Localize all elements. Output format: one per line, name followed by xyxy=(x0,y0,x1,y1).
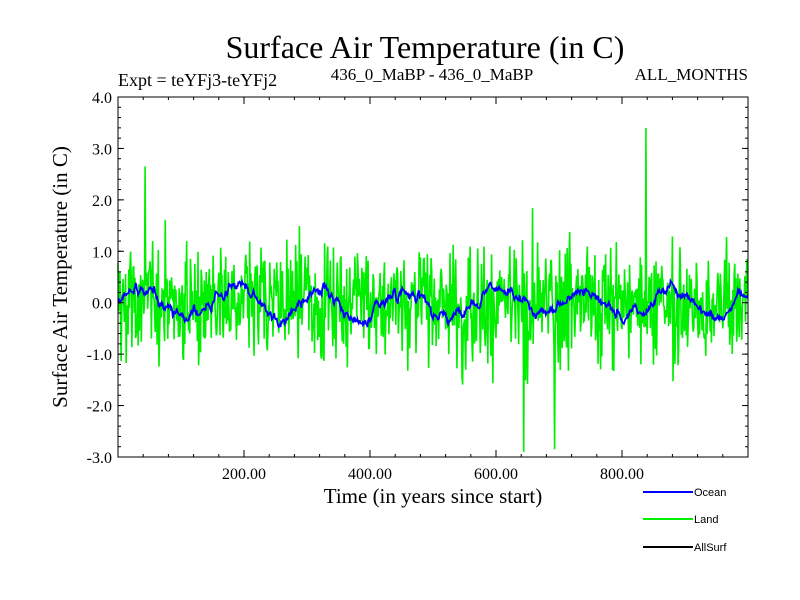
y-tick-label: -2.0 xyxy=(87,399,112,416)
y-tick-label: -3.0 xyxy=(87,450,112,467)
x-tick-label: 200.00 xyxy=(222,466,266,483)
x-tick-label: 400.00 xyxy=(348,466,392,483)
x-axis: 200.00 400.00 600.00 800.00 xyxy=(117,97,749,483)
x-tick-label: 800.00 xyxy=(600,466,644,483)
y-tick-label: -1.0 xyxy=(87,347,112,364)
legend-allsurf-label: AllSurf xyxy=(694,542,727,554)
series-ocean-line xyxy=(117,277,749,329)
legend-ocean-label: Ocean xyxy=(694,487,726,499)
x-tick-label: 600.00 xyxy=(474,466,518,483)
series-land-line xyxy=(117,127,749,452)
subtitle-months: ALL_MONTHS xyxy=(635,65,748,84)
legend-land-label: Land xyxy=(694,514,718,526)
x-axis-label: Time (in years since start) xyxy=(324,484,543,508)
y-tick-label: 4.0 xyxy=(92,90,112,107)
y-tick-label: 2.0 xyxy=(92,193,112,210)
subtitle-experiment: Expt = teYFj3-teYFj2 xyxy=(118,70,277,90)
y-tick-label: 1.0 xyxy=(92,244,112,261)
y-tick-label: 3.0 xyxy=(92,141,112,158)
y-tick-label: 0.0 xyxy=(92,296,112,313)
legend: Ocean Land AllSurf xyxy=(643,487,727,554)
plot-frame xyxy=(117,96,749,458)
plot-series xyxy=(117,127,749,452)
y-axis-label: Surface Air Temperature (in C) xyxy=(48,146,72,408)
subtitle-period: 436_0_MaBP - 436_0_MaBP xyxy=(331,65,533,84)
y-axis: -3.0 -2.0 -1.0 0.0 1.0 2.0 3.0 4.0 xyxy=(87,90,748,467)
chart-title: Surface Air Temperature (in C) xyxy=(226,29,625,65)
